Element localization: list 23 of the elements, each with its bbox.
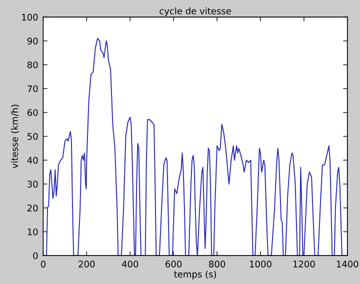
x-tick-label: 1400 xyxy=(336,260,358,268)
x-axis-title: temps (s) xyxy=(174,270,216,280)
y-tick-label: 10 xyxy=(28,228,38,236)
y-tick-label: 60 xyxy=(27,109,38,116)
y-tick-label: 90 xyxy=(27,38,38,44)
x-tick-label: 1000 xyxy=(250,260,272,268)
x-tick-label: 1200 xyxy=(293,260,315,268)
y-tick-label: 40 xyxy=(27,156,38,164)
y-axis-title: vitesse (km/h) xyxy=(10,104,20,168)
x-tick-label: 0 xyxy=(40,260,46,268)
chart-title: cycle de vitesse xyxy=(160,7,231,16)
y-tick-label: 0 xyxy=(33,252,38,260)
y-tick-label: 80 xyxy=(27,61,38,68)
y-tick-label: 30 xyxy=(28,180,38,188)
y-tick-label: 100 xyxy=(22,14,38,21)
y-tick-label: 70 xyxy=(28,85,38,92)
x-tick-label: 800 xyxy=(209,260,226,268)
x-tick-label: 200 xyxy=(78,260,95,268)
x-tick-label: 600 xyxy=(166,260,182,268)
y-tick-label: 50 xyxy=(28,133,38,140)
x-tick-label: 400 xyxy=(122,260,138,268)
line-series xyxy=(43,38,344,256)
y-tick-label: 20 xyxy=(28,204,38,212)
